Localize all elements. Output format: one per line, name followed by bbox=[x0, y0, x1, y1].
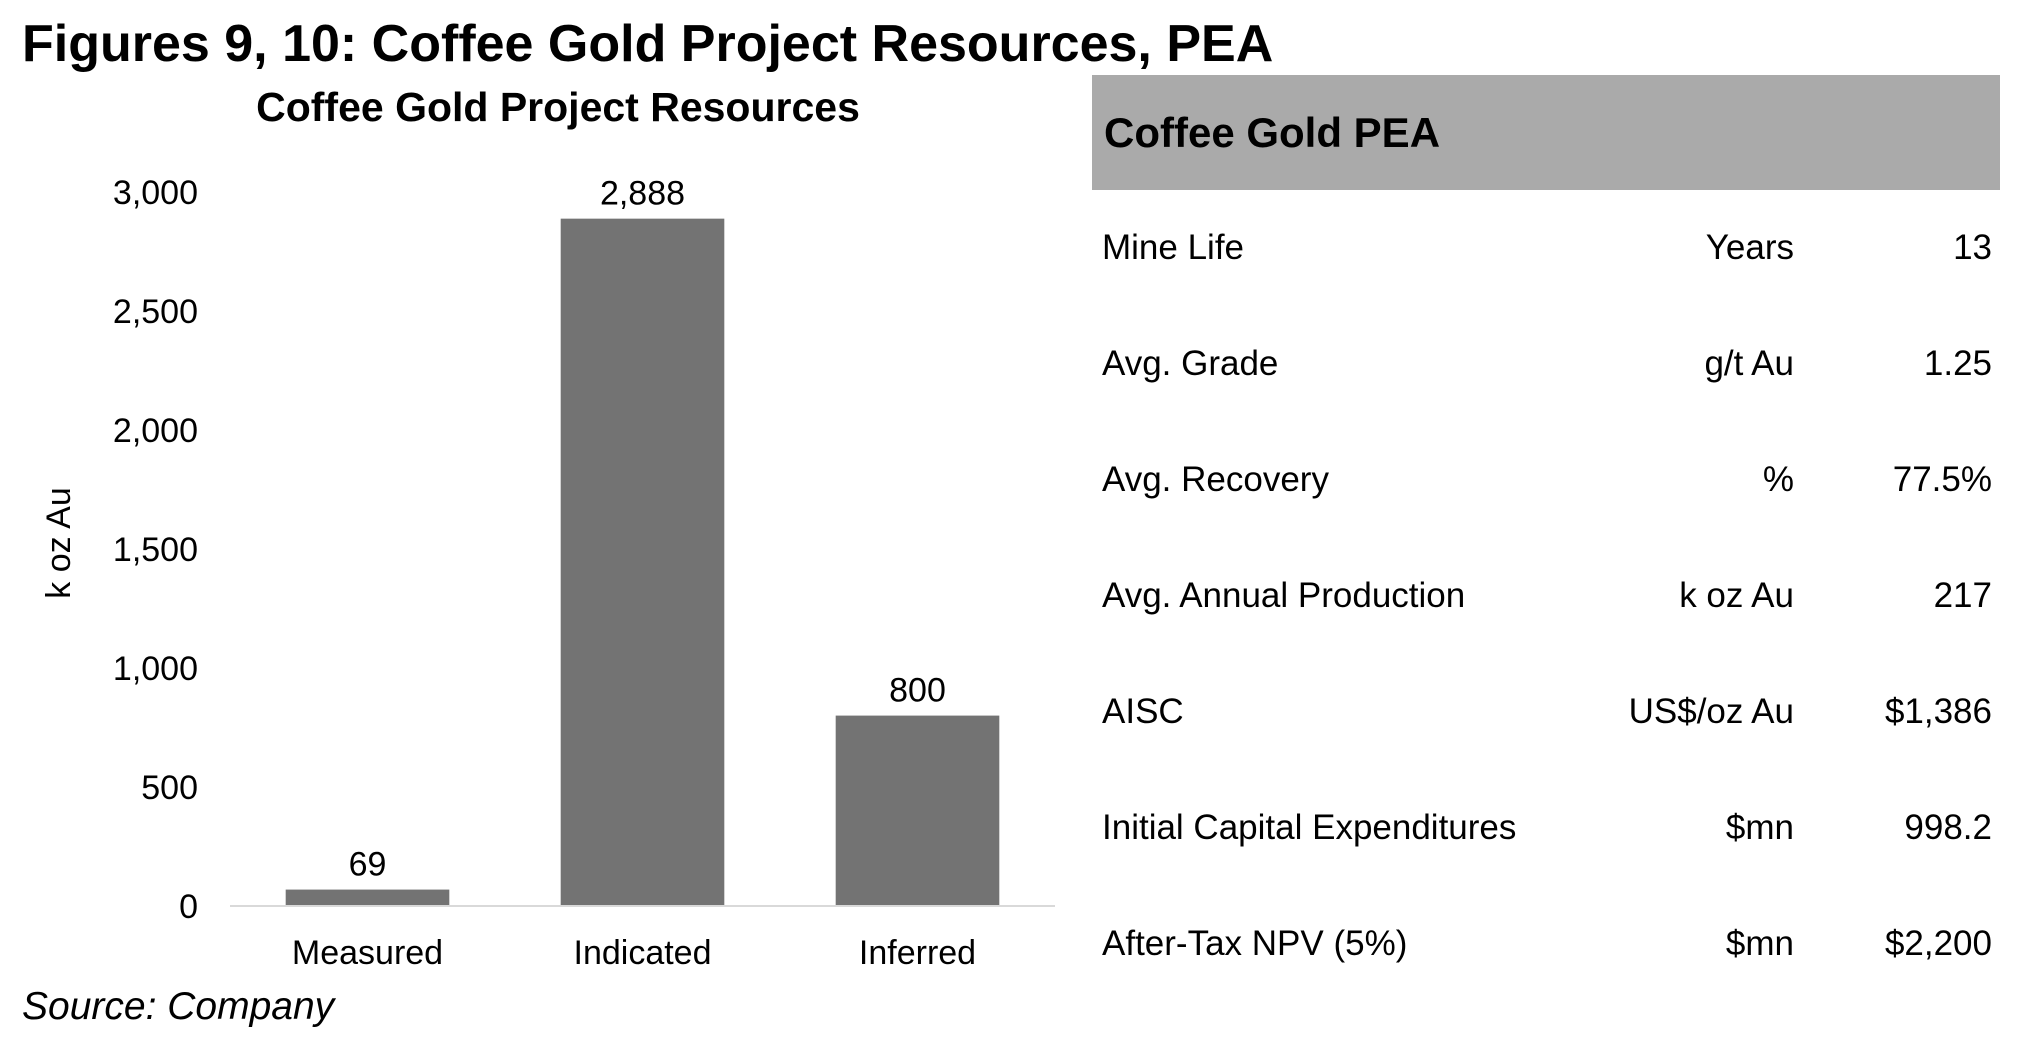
x-axis: Measured Indicated Inferred bbox=[292, 934, 976, 972]
pea-table-row: Initial Capital Expenditures $mn 998.2 bbox=[1092, 770, 2000, 886]
pea-row-value: 13 bbox=[1953, 228, 1992, 267]
resources-chart: Coffee Gold Project Resources k oz Au 0 5… bbox=[0, 80, 1080, 980]
y-tick-label: 1,000 bbox=[113, 650, 198, 688]
x-tick-label: Inferred bbox=[859, 934, 976, 972]
pea-row-label: AISC bbox=[1102, 692, 1184, 731]
y-tick-label: 500 bbox=[141, 769, 198, 807]
pea-table-header: Coffee Gold PEA bbox=[1092, 75, 2000, 190]
pea-table-body: Mine Life Years 13 Avg. Grade g/t Au 1.25 Avg.… bbox=[1092, 190, 2000, 1002]
data-label: 69 bbox=[349, 846, 387, 884]
pea-row-unit: g/t Au bbox=[1704, 344, 1794, 383]
bar bbox=[835, 715, 1000, 906]
source-note: Source: Company bbox=[22, 985, 335, 1028]
data-label: 800 bbox=[889, 672, 946, 710]
figure-title: Figures 9, 10: Coffee Gold Project Resou… bbox=[22, 15, 1274, 73]
data-label: 2,888 bbox=[600, 175, 685, 213]
pea-row-label: After-Tax NPV (5%) bbox=[1102, 924, 1408, 963]
chart-svg: Coffee Gold Project Resources k oz Au 0 5… bbox=[40, 84, 1055, 972]
chart-title: Coffee Gold Project Resources bbox=[256, 84, 860, 130]
y-axis: 0 500 1,000 1,500 2,000 2,500 3,000 bbox=[113, 174, 198, 926]
pea-row-label: Avg. Recovery bbox=[1102, 460, 1329, 499]
pea-row-label: Avg. Grade bbox=[1102, 344, 1279, 383]
pea-row-unit: US$/oz Au bbox=[1628, 692, 1794, 731]
pea-table-row: After-Tax NPV (5%) $mn $2,200 bbox=[1092, 886, 2000, 1002]
pea-table-row: Avg. Recovery% 77.5% bbox=[1092, 422, 2000, 538]
bar bbox=[285, 889, 450, 906]
pea-table-row: AISC US$/oz Au $1,386 bbox=[1092, 654, 2000, 770]
pea-row-unit: k oz Au bbox=[1679, 576, 1794, 615]
pea-row-label: Initial Capital Expenditures bbox=[1102, 808, 1517, 847]
x-tick-label: Indicated bbox=[574, 934, 712, 972]
y-tick-label: 0 bbox=[179, 888, 198, 926]
pea-row-value: $1,386 bbox=[1884, 692, 1992, 731]
pea-row-value: 77.5% bbox=[1892, 460, 1992, 499]
x-tick-label: Measured bbox=[292, 934, 443, 972]
pea-table-row: Avg. Annual Production k oz Au 217 bbox=[1092, 538, 2000, 654]
y-tick-label: 1,500 bbox=[113, 531, 198, 569]
y-tick-label: 3,000 bbox=[113, 174, 198, 212]
bar bbox=[560, 218, 725, 906]
pea-row-label: Avg. Annual Production bbox=[1102, 576, 1466, 615]
y-tick-label: 2,500 bbox=[113, 293, 198, 331]
pea-row-value: 1.25 bbox=[1923, 344, 1992, 383]
y-axis-title: k oz Au bbox=[40, 487, 78, 599]
pea-row-value: 217 bbox=[1933, 576, 1992, 615]
data-labels: 69 2,888 800 bbox=[349, 175, 946, 884]
pea-row-unit: % bbox=[1762, 460, 1794, 499]
pea-table: Coffee Gold PEA Mine Life Years 13 Avg. Gra… bbox=[1092, 75, 2000, 1002]
pea-row-value: $2,200 bbox=[1884, 924, 1992, 963]
y-tick-label: 2,000 bbox=[113, 412, 198, 450]
pea-row-unit: Years bbox=[1705, 228, 1794, 267]
pea-row-label: Mine Life bbox=[1102, 228, 1245, 267]
pea-row-value: 998.2 bbox=[1904, 808, 1992, 847]
pea-row-unit: $mn bbox=[1725, 808, 1794, 847]
pea-table-row: Avg. Grade g/t Au 1.25 bbox=[1092, 306, 2000, 422]
pea-row-unit: $mn bbox=[1725, 924, 1794, 963]
bars bbox=[285, 218, 1000, 906]
pea-table-row: Mine Life Years 13 bbox=[1092, 190, 2000, 306]
